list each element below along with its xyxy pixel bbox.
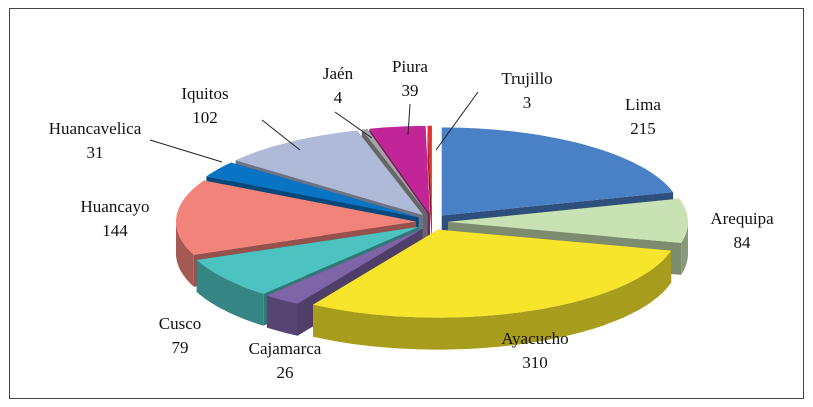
slice (196, 226, 420, 294)
value-label: 26 (277, 363, 294, 382)
slice (176, 180, 417, 255)
slice (266, 228, 423, 304)
value-label: 84 (734, 233, 752, 252)
slice-wall (681, 221, 688, 275)
slice-label: Huancayo (81, 197, 150, 216)
leader-line (334, 111, 373, 139)
value-label: 144 (102, 221, 128, 240)
slice-wall (196, 260, 264, 326)
leader-line (435, 91, 479, 151)
slice-edge (427, 125, 432, 246)
slice (441, 127, 674, 216)
slice-label: Huancavelica (49, 119, 142, 138)
leader-line (407, 103, 411, 136)
value-label: 3 (523, 93, 532, 112)
slice-label: Lima (625, 95, 661, 114)
value-label: 102 (192, 108, 218, 127)
value-label: 79 (172, 338, 189, 357)
slice-label: Iquitos (181, 84, 228, 103)
slice-wall (313, 250, 672, 350)
slice (361, 128, 428, 215)
frame (9, 8, 804, 399)
slice-label: Arequipa (710, 209, 774, 228)
slice (427, 125, 432, 214)
value-label: 310 (522, 353, 548, 372)
slice (206, 162, 419, 218)
value-label: 4 (334, 88, 343, 107)
value-label: 215 (630, 119, 656, 138)
slice-label: Cajamarca (249, 339, 322, 358)
slice-label: Piura (392, 57, 428, 76)
slice (369, 125, 430, 214)
leader-line (261, 119, 301, 151)
slice (447, 198, 688, 243)
slice-label: Trujillo (501, 69, 552, 88)
slice-label: Ayacucho (501, 329, 568, 348)
slice (235, 130, 424, 216)
value-label: 39 (402, 81, 419, 100)
slice-wall (176, 221, 194, 287)
slice (313, 229, 672, 318)
slice-label: Cusco (159, 314, 202, 333)
slice-edge (266, 228, 423, 328)
value-label: 31 (87, 143, 104, 162)
slice-label: Jaén (323, 64, 354, 83)
leader-line (149, 139, 223, 163)
slice-wall (266, 295, 298, 336)
